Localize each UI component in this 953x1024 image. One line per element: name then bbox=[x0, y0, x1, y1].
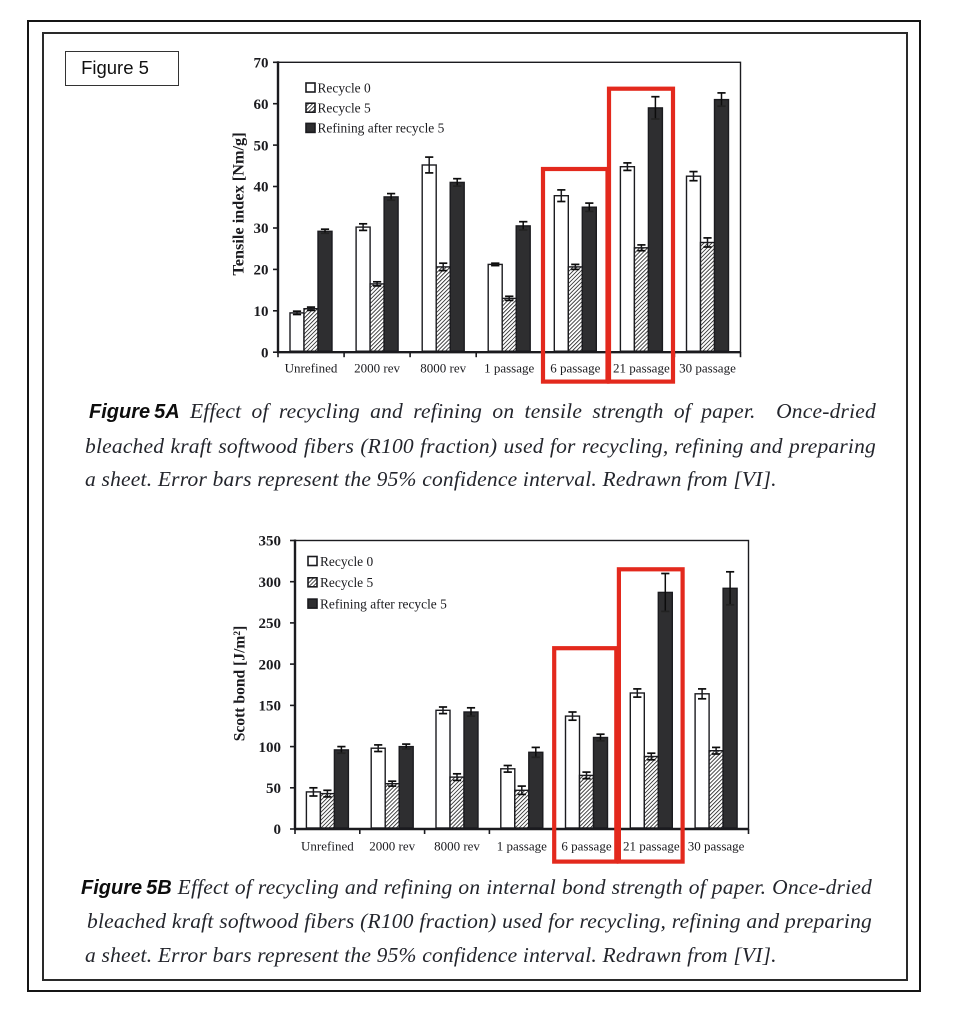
svg-text:2000 rev: 2000 rev bbox=[369, 839, 415, 854]
svg-text:0: 0 bbox=[274, 822, 282, 838]
svg-text:250: 250 bbox=[259, 616, 282, 632]
svg-text:30 passage: 30 passage bbox=[679, 361, 736, 376]
svg-text:30: 30 bbox=[254, 221, 269, 237]
svg-text:20: 20 bbox=[254, 263, 269, 279]
svg-text:100: 100 bbox=[259, 740, 282, 756]
svg-text:1 passage: 1 passage bbox=[497, 839, 547, 854]
svg-text:30 passage: 30 passage bbox=[688, 839, 745, 854]
svg-text:6 passage: 6 passage bbox=[550, 361, 600, 376]
svg-text:0: 0 bbox=[261, 345, 269, 361]
svg-text:150: 150 bbox=[259, 699, 282, 715]
svg-text:Unrefined: Unrefined bbox=[285, 361, 338, 376]
svg-text:40: 40 bbox=[254, 180, 269, 196]
svg-text:10: 10 bbox=[254, 304, 269, 320]
svg-text:Refining after recycle 5: Refining after recycle 5 bbox=[318, 121, 445, 136]
svg-text:1 passage: 1 passage bbox=[484, 361, 534, 376]
svg-text:Tensile index [Nm/g]: Tensile index [Nm/g] bbox=[229, 132, 248, 275]
svg-text:8000 rev: 8000 rev bbox=[434, 839, 480, 854]
svg-text:21 passage: 21 passage bbox=[613, 361, 670, 376]
svg-text:Recycle 0: Recycle 0 bbox=[318, 80, 371, 95]
svg-text:60: 60 bbox=[254, 97, 269, 113]
svg-text:Scott bond [J/m²]: Scott bond [J/m²] bbox=[232, 626, 249, 742]
svg-text:50: 50 bbox=[254, 138, 269, 154]
svg-text:Recycle 0: Recycle 0 bbox=[320, 554, 373, 569]
svg-text:Refining after recycle 5: Refining after recycle 5 bbox=[320, 596, 447, 611]
svg-text:Recycle 5: Recycle 5 bbox=[318, 101, 371, 116]
svg-text:2000 rev: 2000 rev bbox=[354, 361, 400, 376]
svg-text:70: 70 bbox=[254, 56, 269, 72]
svg-text:50: 50 bbox=[266, 781, 281, 797]
svg-text:Unrefined: Unrefined bbox=[301, 839, 354, 854]
svg-text:21 passage: 21 passage bbox=[623, 839, 680, 854]
svg-text:200: 200 bbox=[259, 657, 282, 673]
svg-text:6 passage: 6 passage bbox=[561, 839, 611, 854]
svg-text:350: 350 bbox=[259, 534, 282, 550]
svg-text:8000 rev: 8000 rev bbox=[420, 361, 466, 376]
svg-text:300: 300 bbox=[259, 575, 282, 591]
svg-text:Recycle 5: Recycle 5 bbox=[320, 575, 373, 590]
